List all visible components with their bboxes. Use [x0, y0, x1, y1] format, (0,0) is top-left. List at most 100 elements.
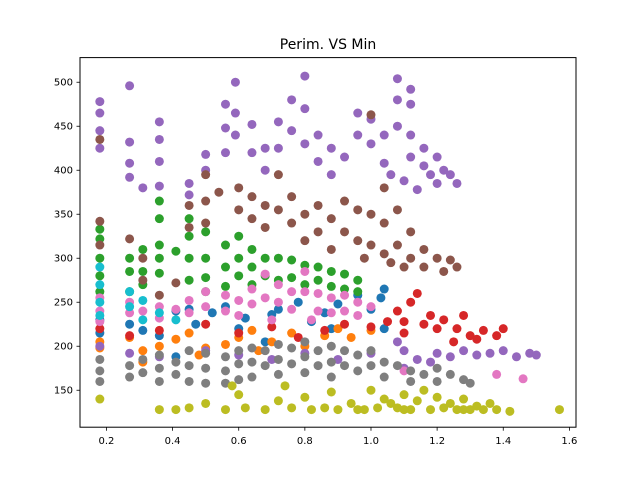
scatter-point [247, 244, 257, 254]
scatter-point [366, 385, 376, 395]
scatter-point [234, 359, 244, 369]
scatter-point [220, 405, 230, 415]
scatter-point [340, 361, 350, 371]
scatter-point [300, 236, 310, 246]
scatter-point [273, 354, 283, 364]
scatter-point [184, 231, 194, 241]
scatter-point [439, 315, 449, 325]
scatter-point [406, 297, 416, 307]
scatter-point [439, 266, 449, 276]
x-tick-label: 1.2 [429, 436, 445, 447]
scatter-point [554, 405, 564, 415]
scatter-point [326, 214, 336, 224]
scatter-point [478, 405, 488, 415]
scatter-point [432, 253, 442, 263]
scatter-point [184, 222, 194, 232]
scatter-point [95, 97, 105, 107]
scatter-point [125, 266, 135, 276]
scatter-point [260, 222, 270, 232]
scatter-point [154, 214, 164, 224]
scatter-point [220, 352, 230, 362]
scatter-point [138, 354, 148, 364]
scatter-point [366, 240, 376, 250]
scatter-point [511, 352, 521, 362]
scatter-point [267, 322, 277, 332]
x-tick-label: 0.8 [297, 436, 313, 447]
scatter-point [419, 385, 429, 395]
scatter-point [412, 185, 422, 195]
scatter-point [392, 95, 402, 105]
scatter-point [366, 361, 376, 371]
scatter-point [399, 390, 409, 400]
scatter-point [260, 200, 270, 210]
scatter-point [247, 262, 257, 272]
scatter-point [201, 287, 211, 297]
scatter-point [201, 363, 211, 373]
scatter-point [184, 328, 194, 338]
scatter-point [432, 324, 442, 334]
scatter-point [234, 328, 244, 338]
y-tick-label: 500 [54, 78, 73, 89]
scatter-point [412, 396, 422, 406]
scatter-point [445, 398, 455, 408]
scatter-point [201, 170, 211, 180]
scatter-point [412, 354, 422, 364]
scatter-point [366, 346, 376, 356]
scatter-point [201, 149, 211, 159]
scatter-point [201, 398, 211, 408]
scatter-point [326, 266, 336, 276]
scatter-point [426, 310, 436, 320]
scatter-point [300, 280, 310, 290]
scatter-point [287, 343, 297, 353]
chart-title: Perim. VS Min [280, 37, 377, 53]
scatter-point [379, 284, 389, 294]
scatter-point [353, 297, 363, 307]
scatter-point [392, 121, 402, 131]
scatter-point [399, 328, 409, 338]
scatter-point [326, 281, 336, 291]
scatter-point [313, 227, 323, 237]
scatter-point [201, 348, 211, 358]
scatter-point [326, 341, 336, 351]
scatter-point [300, 71, 310, 81]
scatter-point [154, 376, 164, 386]
y-tick-label: 200 [54, 342, 73, 353]
scatter-point [95, 317, 105, 327]
scatter-point [95, 224, 105, 234]
scatter-point [346, 398, 356, 408]
scatter-point [125, 253, 135, 263]
scatter-point [313, 346, 323, 356]
scatter-point [379, 324, 389, 334]
scatter-point [300, 392, 310, 402]
scatter-point [273, 117, 283, 127]
scatter-point [273, 205, 283, 215]
scatter-point [154, 240, 164, 250]
scatter-point [234, 231, 244, 241]
scatter-point [260, 337, 270, 347]
scatter-point [293, 332, 303, 342]
scatter-point [300, 260, 310, 270]
scatter-point [399, 176, 409, 186]
scatter-point [201, 218, 211, 228]
scatter-point [234, 346, 244, 356]
scatter-point [412, 288, 422, 298]
x-tick-label: 1.4 [495, 436, 511, 447]
scatter-point [313, 275, 323, 285]
scatter-point [273, 170, 283, 180]
scatter-point [154, 181, 164, 191]
scatter-point [247, 299, 257, 309]
scatter-point [260, 165, 270, 175]
scatter-point [247, 119, 257, 129]
scatter-point [138, 266, 148, 276]
scatter-point [340, 152, 350, 162]
scatter-point [326, 170, 336, 180]
scatter-point [366, 110, 376, 120]
scatter-point [406, 130, 416, 140]
scatter-point [445, 170, 455, 180]
scatter-point [452, 178, 462, 188]
y-tick-label: 150 [54, 386, 73, 397]
scatter-point [333, 324, 343, 334]
scatter-point [399, 262, 409, 272]
scatter-point [154, 363, 164, 373]
scatter-point [379, 394, 389, 404]
